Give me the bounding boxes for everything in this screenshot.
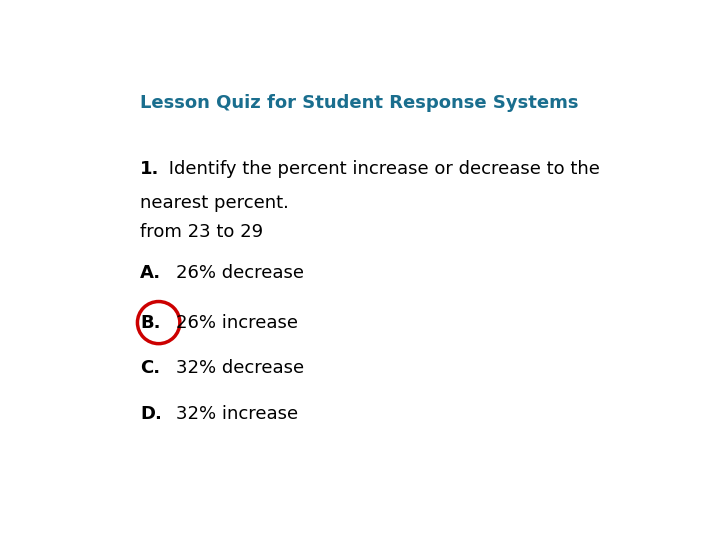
Text: D.: D. xyxy=(140,405,162,423)
Text: 32% decrease: 32% decrease xyxy=(176,359,305,377)
Text: B.: B. xyxy=(140,314,161,332)
Text: A.: A. xyxy=(140,264,161,282)
Text: 26% decrease: 26% decrease xyxy=(176,264,305,282)
Text: 1.: 1. xyxy=(140,160,160,178)
Text: C.: C. xyxy=(140,359,161,377)
Text: Identify the percent increase or decrease to the: Identify the percent increase or decreas… xyxy=(163,160,600,178)
Text: Lesson Quiz for Student Response Systems: Lesson Quiz for Student Response Systems xyxy=(140,94,579,112)
Text: nearest percent.: nearest percent. xyxy=(140,194,289,212)
Text: 32% increase: 32% increase xyxy=(176,405,299,423)
Text: 26% increase: 26% increase xyxy=(176,314,299,332)
Text: from 23 to 29: from 23 to 29 xyxy=(140,223,264,241)
